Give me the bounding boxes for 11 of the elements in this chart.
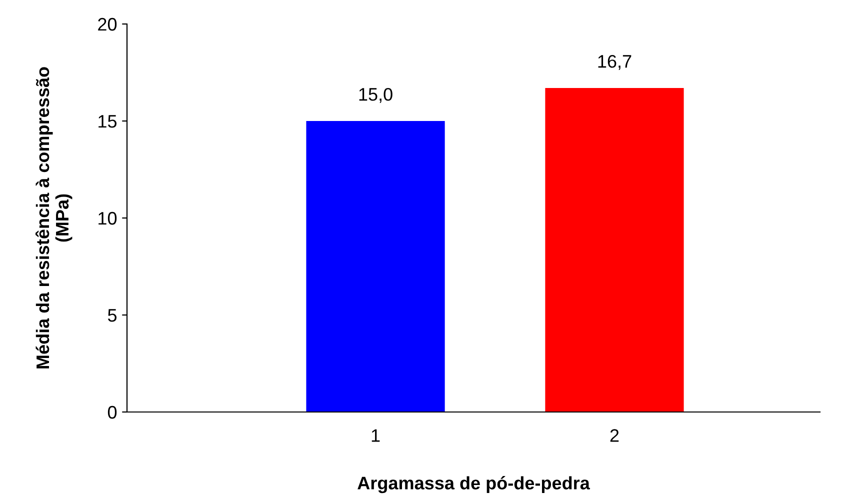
y-tick-label: 10	[98, 212, 117, 225]
y-tick-label: 5	[108, 309, 117, 322]
x-axis-title: Argamassa de pó-de-pedra	[358, 476, 590, 494]
y-tick-label: 0	[108, 406, 117, 419]
x-tick-label: 1	[372, 429, 380, 442]
y-axis-title: Média da resistência à compressão (MPa)	[36, 67, 72, 368]
y-tick-label: 20	[98, 18, 117, 31]
data-label: 16,7	[598, 55, 632, 70]
x-tick-label: 2	[610, 429, 619, 442]
data-label: 15,0	[359, 88, 392, 103]
y-tick-label: 15	[98, 115, 117, 128]
